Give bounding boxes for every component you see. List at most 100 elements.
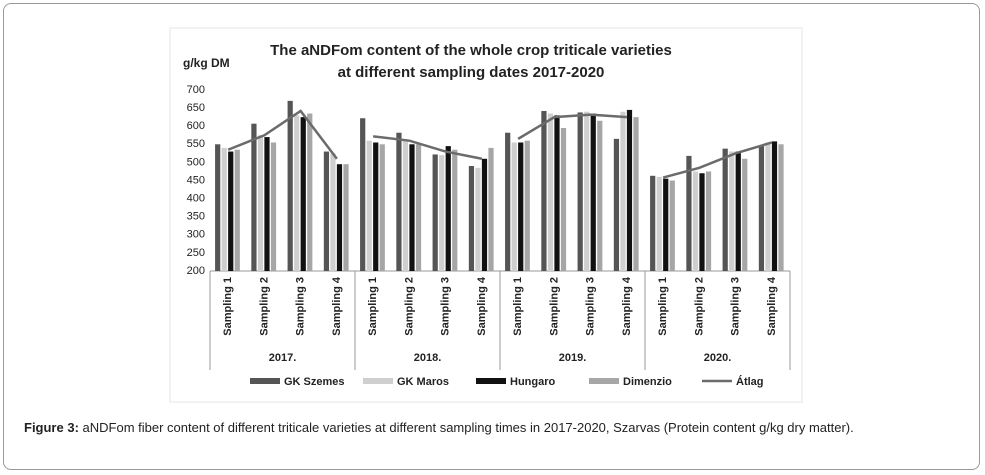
bar — [541, 110, 547, 271]
y-tick-label: 700 — [187, 84, 205, 96]
bar — [251, 123, 257, 271]
x-tick-label: Sampling 2 — [403, 277, 415, 336]
bar — [439, 155, 445, 271]
bar — [234, 149, 240, 271]
bar — [287, 100, 293, 271]
bar — [577, 112, 583, 271]
legend-swatch — [250, 378, 280, 384]
legend-label: Hungaro — [510, 376, 556, 388]
bar — [481, 158, 488, 271]
bar — [264, 137, 270, 271]
bar — [722, 148, 728, 271]
bar — [307, 113, 313, 271]
bar — [699, 173, 705, 271]
bar — [633, 117, 639, 272]
bar — [343, 164, 349, 271]
chart-title: at different sampling dates 2017-2020 — [338, 64, 605, 81]
line — [662, 141, 773, 179]
bar — [402, 140, 409, 271]
bar — [524, 140, 530, 271]
bar — [597, 120, 603, 272]
bar — [228, 151, 234, 271]
bar — [626, 109, 633, 271]
figure-frame — [3, 3, 980, 470]
x-tick-label: Sampling 1 — [657, 277, 669, 336]
legend-label: Dimenzio — [623, 376, 672, 388]
bar — [669, 180, 675, 271]
bar — [373, 142, 379, 271]
bar — [257, 135, 264, 271]
caption: Figure 3: aNDFom fiber content of differ… — [24, 420, 964, 436]
x-tick-label: Sampling 1 — [222, 277, 234, 336]
bar — [590, 113, 596, 271]
bar — [468, 166, 475, 271]
line — [227, 109, 338, 160]
legend-label: Átlag — [736, 375, 764, 388]
bar — [488, 147, 494, 271]
x-tick-label: Sampling 2 — [258, 277, 270, 336]
bar — [221, 147, 227, 271]
bar — [650, 175, 656, 271]
x-tick-label: Sampling 4 — [621, 276, 633, 336]
line — [517, 113, 627, 140]
x-tick-label: Sampling 4 — [331, 276, 343, 336]
line — [372, 135, 483, 161]
bar — [323, 151, 330, 271]
chart-title: The aNDFom content of the whole crop tri… — [270, 42, 672, 59]
x-tick-label: Sampling 2 — [548, 277, 560, 336]
y-tick-label: 200 — [187, 265, 205, 277]
bar — [656, 176, 662, 271]
group-label: 2019. — [559, 352, 587, 364]
bar — [415, 144, 422, 271]
y-tick-label: 300 — [187, 229, 205, 241]
bar — [771, 141, 778, 271]
group-label: 2017. — [269, 352, 297, 364]
bar — [560, 128, 567, 271]
bar — [729, 151, 735, 271]
y-axis-label: g/kg DM — [183, 56, 230, 70]
bar — [758, 146, 765, 271]
bar — [366, 140, 372, 271]
legend-label: GK Szemes — [284, 376, 345, 388]
bar — [692, 171, 699, 271]
x-tick-label: Sampling 1 — [512, 277, 524, 336]
y-tick-label: 400 — [187, 193, 205, 205]
x-tick-label: Sampling 3 — [585, 277, 597, 336]
bar — [300, 117, 306, 272]
y-tick-label: 600 — [187, 120, 205, 132]
legend-swatch — [589, 378, 619, 384]
x-tick-label: Sampling 3 — [440, 277, 452, 336]
bar — [547, 113, 554, 271]
bar — [396, 132, 402, 271]
bar — [432, 154, 438, 271]
x-tick-label: Sampling 1 — [367, 277, 379, 336]
x-tick-label: Sampling 2 — [693, 277, 705, 336]
x-tick-label: Sampling 3 — [730, 277, 742, 336]
bar — [330, 153, 336, 271]
bar — [765, 142, 771, 271]
x-tick-label: Sampling 4 — [476, 276, 488, 336]
bar — [215, 144, 221, 271]
bar — [445, 146, 451, 271]
bar — [620, 111, 626, 271]
bar — [518, 142, 524, 271]
legend-label: GK Maros — [397, 376, 449, 388]
bar — [379, 144, 385, 271]
y-tick-label: 450 — [187, 174, 205, 186]
y-tick-label: 650 — [187, 102, 205, 114]
caption-text: aNDFom fiber content of different tritic… — [78, 420, 854, 435]
bar — [735, 151, 741, 271]
y-tick-label: 550 — [187, 138, 205, 150]
legend-swatch — [476, 378, 506, 384]
y-tick-label: 350 — [187, 211, 205, 223]
bar — [270, 142, 277, 271]
legend-swatch — [363, 378, 393, 384]
bar — [705, 171, 712, 271]
caption-label: Figure 3: — [24, 420, 79, 435]
bar — [686, 155, 692, 271]
y-tick-label: 250 — [187, 247, 205, 259]
group-label: 2018. — [414, 352, 442, 364]
bar — [554, 115, 560, 271]
